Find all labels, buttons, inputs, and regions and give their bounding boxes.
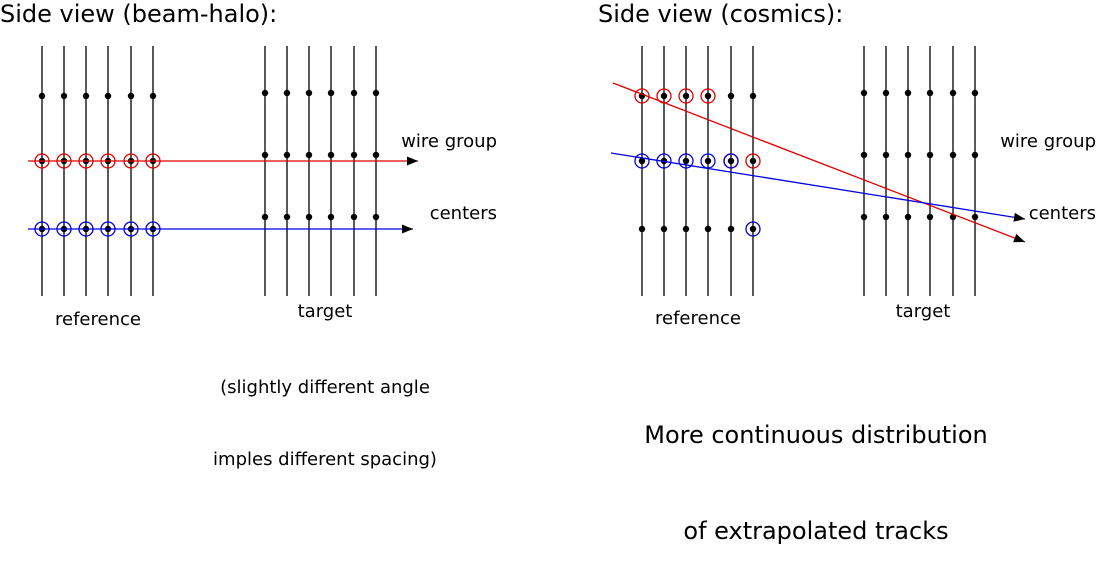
right-reference-wire-center xyxy=(704,157,712,165)
left-note-line2: imples different spacing) xyxy=(213,449,437,470)
left-red-track-arrowhead xyxy=(407,156,418,166)
left-target-wire-center xyxy=(350,213,358,221)
right-red-hit-marker xyxy=(745,153,761,169)
right-target-wire-center xyxy=(971,213,979,221)
right-reference-wire-center xyxy=(660,225,668,233)
left-reference-wire-center xyxy=(127,92,135,100)
left-target-wire-center xyxy=(305,213,313,221)
right-reference-wire-center xyxy=(660,92,668,100)
left-target-wire-center xyxy=(261,151,269,159)
left-target-wire-center xyxy=(261,89,269,97)
left-wire-group-label: wire group centers xyxy=(360,82,497,250)
left-wire-group-line1: wire group xyxy=(401,131,497,152)
left-target-wire-center xyxy=(305,151,313,159)
right-target-wire-center xyxy=(904,151,912,159)
right-blue-track-line xyxy=(610,152,1026,220)
right-reference-wire-center xyxy=(727,157,735,165)
right-target-wire-center xyxy=(926,213,934,221)
left-target-wire-center xyxy=(261,213,269,221)
right-reference-wire-center xyxy=(704,92,712,100)
left-target-wire-center xyxy=(283,213,291,221)
right-reference-wire-center xyxy=(682,157,690,165)
right-red-hit-marker xyxy=(700,88,716,104)
right-red-hit-marker xyxy=(678,88,694,104)
right-reference-wire-center xyxy=(727,92,735,100)
left-target-wire-center xyxy=(327,89,335,97)
right-reference-wire-center xyxy=(704,225,712,233)
right-target-wire-center xyxy=(882,151,890,159)
right-target-wire-center xyxy=(971,151,979,159)
right-summary-line1: More continuous distribution xyxy=(644,421,988,449)
left-wire-group-line2: centers xyxy=(429,203,497,224)
left-target-wire-center xyxy=(305,89,313,97)
right-target-wire-center xyxy=(949,151,957,159)
right-target-wire-center xyxy=(949,89,957,97)
left-target-wire-center xyxy=(283,89,291,97)
right-summary-line2: of extrapolated tracks xyxy=(683,517,949,545)
left-blue-track-arrowhead xyxy=(402,224,413,234)
left-reference-wire-center xyxy=(82,92,90,100)
right-target-wire-center xyxy=(926,151,934,159)
right-target-wire-center xyxy=(904,213,912,221)
right-reference-wire-center xyxy=(749,225,757,233)
right-target-wire-center xyxy=(904,89,912,97)
right-reference-label: reference xyxy=(655,308,741,329)
right-wire-group-line2: centers xyxy=(1028,203,1096,224)
left-target-wire-center xyxy=(372,151,380,159)
right-blue-hit-marker xyxy=(745,221,761,237)
right-red-track-line xyxy=(612,82,1026,243)
right-blue-track-arrowhead xyxy=(1013,212,1025,222)
right-target-wire-center xyxy=(860,89,868,97)
left-reference-wire-center xyxy=(149,92,157,100)
right-target-wire-center xyxy=(860,213,868,221)
left-target-wire-center xyxy=(283,151,291,159)
left-panel-title: Side view (beam-halo): xyxy=(0,0,278,28)
left-target-wire-center xyxy=(372,89,380,97)
right-target-label: target xyxy=(895,301,951,322)
right-reference-wire-center xyxy=(727,225,735,233)
right-target-wire-center xyxy=(882,213,890,221)
right-target-wire-center xyxy=(926,89,934,97)
left-reference-wire-center xyxy=(60,92,68,100)
left-target-wire-center xyxy=(350,151,358,159)
right-red-hit-marker xyxy=(634,88,650,104)
right-reference-wire-center xyxy=(682,225,690,233)
diagram-canvas xyxy=(28,46,1026,296)
right-target-wire-center xyxy=(860,151,868,159)
right-blue-hit-marker xyxy=(678,153,694,169)
right-blue-hit-marker xyxy=(723,153,739,169)
left-target-wire-center xyxy=(350,89,358,97)
right-target-wire-center xyxy=(882,89,890,97)
right-target-wire-center xyxy=(971,89,979,97)
left-note-line1: (slightly different angle xyxy=(220,377,430,398)
right-wire-group-line1: wire group xyxy=(1000,131,1096,152)
right-reference-wire-center xyxy=(638,225,646,233)
right-reference-wire-center xyxy=(749,157,757,165)
left-target-wire-center xyxy=(327,151,335,159)
left-target-label: target xyxy=(297,301,353,322)
left-target-wire-center xyxy=(372,213,380,221)
right-reference-wire-center xyxy=(638,157,646,165)
right-reference-wire-center xyxy=(749,92,757,100)
right-blue-hit-marker xyxy=(656,153,672,169)
right-blue-hit-marker xyxy=(634,153,650,169)
right-red-track-arrowhead xyxy=(1013,233,1025,243)
left-target-wire-center xyxy=(327,213,335,221)
left-reference-wire-center xyxy=(104,92,112,100)
left-reference-label: reference xyxy=(55,309,141,330)
right-reference-wire-center xyxy=(682,92,690,100)
right-panel-title: Side view (cosmics): xyxy=(598,0,844,28)
left-reference-wire-center xyxy=(38,92,46,100)
right-wire-group-label: wire group centers xyxy=(958,82,1096,250)
